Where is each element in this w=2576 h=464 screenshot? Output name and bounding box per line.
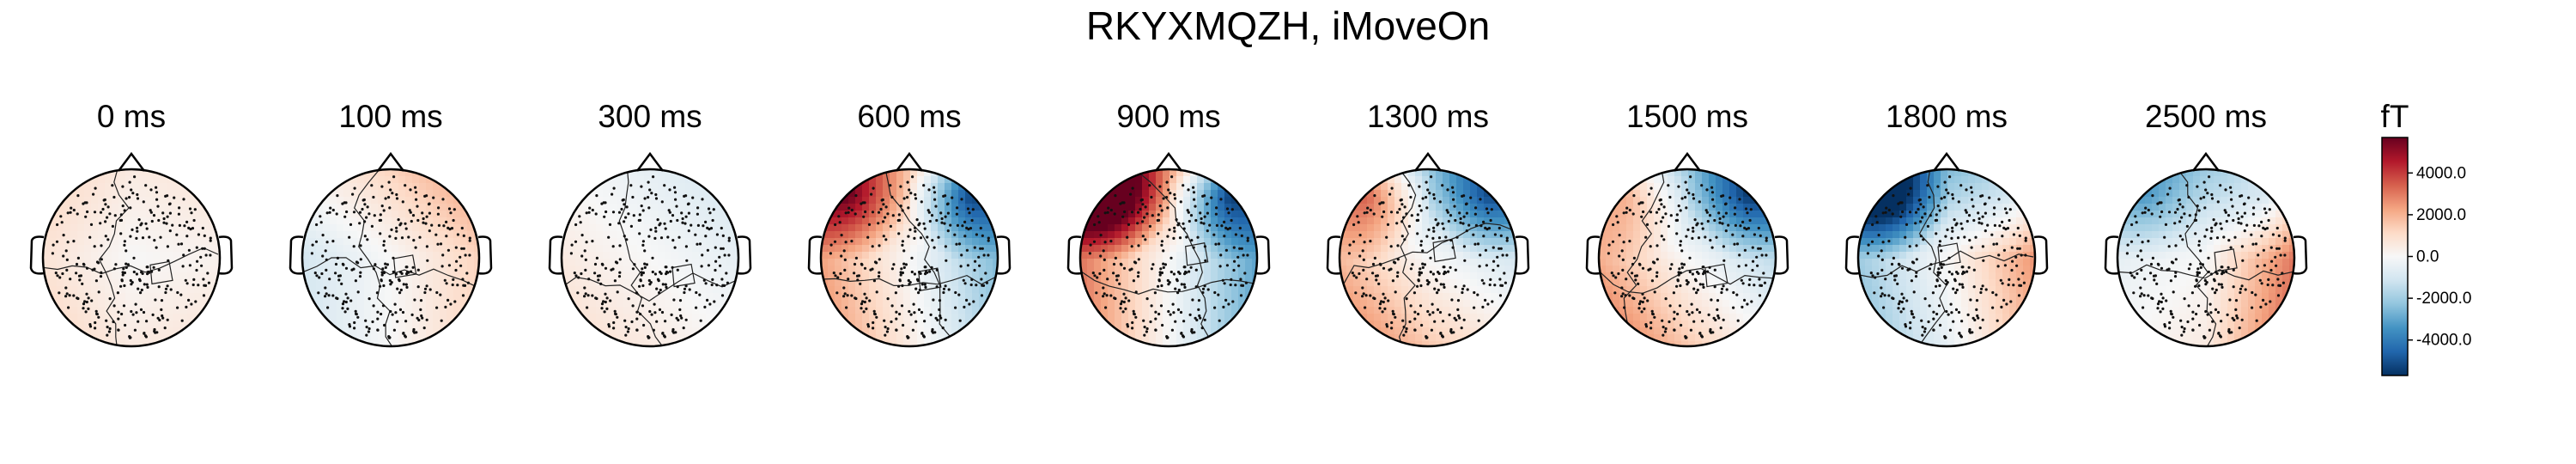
nose-marker [1155, 151, 1182, 172]
colorbar-tick-label: 0.0 [2416, 248, 2439, 266]
head-outline [1597, 168, 1777, 348]
contour-lines [1080, 169, 1256, 346]
contour-lines [821, 169, 997, 346]
right-ear [1515, 235, 1530, 275]
left-ear [29, 235, 45, 275]
topomap-panels: 0 ms 100 ms 300 ms 600 ms 900 ms 1300 ms 1500 … [29, 99, 2308, 348]
contour-lines [1340, 169, 1516, 346]
left-ear [1066, 235, 1082, 275]
field-map [1858, 169, 2035, 346]
left-ear [289, 235, 304, 275]
left-ear [548, 235, 563, 275]
sensor-dots [51, 175, 212, 339]
left-ear [1326, 235, 1341, 275]
nose-marker [2192, 151, 2220, 172]
panel-time-label: 1500 ms [1626, 99, 1748, 134]
panel-time-label: 900 ms [1116, 99, 1220, 134]
contour-lines [1599, 169, 1775, 346]
colorbar-tick-label: -2000.0 [2416, 290, 2471, 308]
head-outline [41, 168, 222, 348]
left-ear [1585, 235, 1601, 275]
head-outline [1856, 168, 2037, 348]
right-ear [996, 235, 1012, 275]
right-ear [737, 235, 752, 275]
topomap-panel: 600 ms [807, 99, 1012, 348]
head-outline [1078, 168, 1259, 348]
right-ear [1255, 235, 1271, 275]
panel-time-label: 1800 ms [1886, 99, 2008, 134]
sensor-dots [2125, 175, 2287, 339]
topomap-panel: 100 ms [289, 99, 493, 348]
head-outline [2116, 168, 2296, 348]
topomap-panel: 0 ms [29, 99, 234, 348]
right-ear [477, 235, 493, 275]
nose-marker [1933, 151, 1960, 172]
contour-lines [1858, 169, 2034, 346]
panel-time-label: 2500 ms [2145, 99, 2267, 134]
figure-title: RKYXMQZH, iMoveOn [1085, 3, 1491, 48]
head-outline [1338, 168, 1518, 348]
colorbar-tick-label: 2000.0 [2416, 206, 2466, 224]
panel-time-label: 100 ms [338, 99, 442, 134]
topomap-panel: 300 ms [548, 99, 752, 348]
nose-marker [118, 151, 145, 172]
sensor-dots [1607, 175, 1768, 339]
contour-lines [302, 169, 478, 346]
colorbar-gradient [2381, 137, 2409, 376]
topomap-panel: 900 ms [1066, 99, 1271, 348]
colorbar-unit: fT [2381, 99, 2409, 134]
colorbar-tick-label: 4000.0 [2416, 164, 2466, 182]
panel-time-label: 300 ms [598, 99, 702, 134]
topomap-panel: 1800 ms [1844, 99, 2049, 348]
panel-time-label: 600 ms [857, 99, 961, 134]
nose-marker [1414, 151, 1442, 172]
sensor-dots [1088, 175, 1249, 339]
sensor-dots [829, 175, 990, 339]
topomap-panel: 2500 ms [2104, 99, 2308, 348]
field-map [1599, 169, 1776, 346]
topomap-panel: 1300 ms [1326, 99, 1530, 348]
right-ear [218, 235, 234, 275]
panel-time-label: 1300 ms [1367, 99, 1489, 134]
contour-lines [2117, 169, 2293, 346]
nose-marker [636, 151, 664, 172]
nose-marker [377, 151, 404, 172]
contour-lines [43, 169, 219, 346]
right-ear [2293, 235, 2308, 275]
left-ear [1844, 235, 1860, 275]
right-ear [1774, 235, 1789, 275]
field-map [1080, 169, 1257, 346]
panel-time-label: 0 ms [97, 99, 166, 134]
nose-marker [896, 151, 923, 172]
right-ear [2033, 235, 2049, 275]
contour-lines [562, 169, 738, 346]
head-outline [560, 168, 740, 348]
left-ear [807, 235, 823, 275]
left-ear [2104, 235, 2119, 275]
sensor-dots [1347, 175, 1509, 339]
nose-marker [1674, 151, 1701, 172]
field-map [562, 169, 738, 346]
head-outline [819, 168, 999, 348]
sensor-dots [569, 175, 731, 339]
colorbar-tick-label: -4000.0 [2416, 332, 2471, 350]
sensor-dots [1866, 175, 2027, 339]
sensor-dots [310, 175, 471, 339]
head-outline [301, 168, 481, 348]
colorbar: fT 4000.0 2000.0 0.0 -2000.0 -4000.0 [2381, 99, 2471, 376]
topomap-panel: 1500 ms [1585, 99, 1789, 348]
